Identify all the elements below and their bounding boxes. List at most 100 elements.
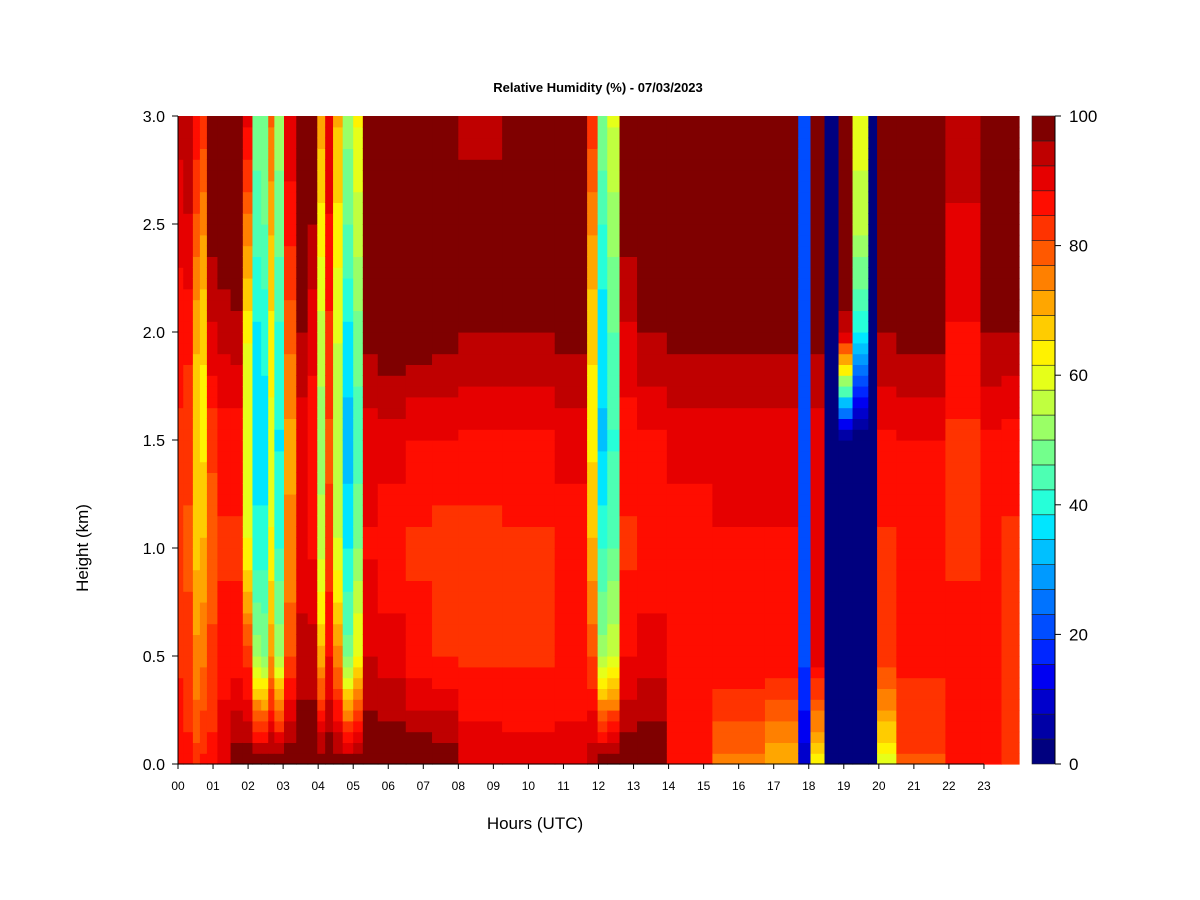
heatmap-cell <box>178 148 184 160</box>
heatmap-cell <box>824 515 840 527</box>
heatmap-cell <box>178 720 184 733</box>
heatmap-cell <box>554 656 588 668</box>
heatmap-cell <box>230 710 244 722</box>
heatmap-cell <box>192 580 201 592</box>
heatmap-cell <box>607 515 621 527</box>
heatmap-cell <box>764 450 799 463</box>
heatmap-cell <box>896 288 947 301</box>
heatmap-cell <box>342 623 354 635</box>
heatmap-cell <box>268 234 275 247</box>
heatmap-cell <box>242 548 254 560</box>
heatmap-cell <box>852 418 869 430</box>
heatmap-cell <box>178 710 184 722</box>
heatmap-cell <box>242 720 254 733</box>
heatmap-cell <box>296 548 309 560</box>
heatmap-cell <box>868 224 878 236</box>
heatmap-cell <box>619 731 638 743</box>
heatmap-cell <box>242 116 254 128</box>
heatmap-cell <box>554 386 588 398</box>
heatmap-cell <box>252 515 262 527</box>
heatmap-cell <box>252 353 262 365</box>
heatmap-cell <box>458 753 503 765</box>
heatmap-cell <box>607 137 621 149</box>
heatmap-cell <box>217 396 232 409</box>
heatmap-cell <box>183 548 194 560</box>
heatmap-cell <box>261 634 269 646</box>
heatmap-cell <box>284 602 297 614</box>
heatmap-cell <box>980 666 1003 679</box>
heatmap-cell <box>597 450 608 463</box>
heatmap-cell <box>192 623 201 635</box>
heatmap-cell <box>405 386 433 398</box>
heatmap-cell <box>712 180 766 193</box>
heatmap-cell <box>353 245 364 257</box>
heatmap-cell <box>183 342 194 355</box>
heatmap-cell <box>587 137 599 149</box>
heatmap-cell <box>637 299 668 311</box>
heatmap-cell <box>838 396 854 409</box>
heatmap-cell <box>217 634 232 646</box>
heatmap-cell <box>199 504 208 517</box>
heatmap-cell <box>377 494 407 506</box>
heatmap-cell <box>317 612 326 625</box>
heatmap-cell <box>868 396 878 409</box>
heatmap-cell <box>587 591 599 603</box>
heatmap-cell <box>317 116 326 128</box>
heatmap-cell <box>325 440 334 452</box>
heatmap-cell <box>945 180 982 193</box>
heatmap-cell <box>268 224 275 236</box>
heatmap-cell <box>798 418 812 430</box>
heatmap-cell <box>242 623 254 635</box>
heatmap-cell <box>284 213 297 225</box>
heatmap-cell <box>712 537 766 549</box>
heatmap-cell <box>877 753 897 765</box>
heatmap-cell <box>824 440 840 452</box>
heatmap-cell <box>945 548 982 560</box>
heatmap-cell <box>183 580 194 592</box>
heatmap-cell <box>607 591 621 603</box>
heatmap-cell <box>217 602 232 614</box>
heatmap-cell <box>502 332 556 344</box>
heatmap-cell <box>206 602 219 614</box>
heatmap-cell <box>307 353 318 365</box>
heatmap-cell <box>852 666 869 679</box>
heatmap-cell <box>877 634 897 646</box>
heatmap-cell <box>432 656 459 668</box>
heatmap-cell <box>261 591 269 603</box>
heatmap-cell <box>1001 515 1020 527</box>
heatmap-cell <box>896 699 947 711</box>
heatmap-cell <box>183 591 194 603</box>
heatmap-cell <box>458 202 503 214</box>
heatmap-cell <box>896 602 947 614</box>
heatmap-cell <box>274 224 285 236</box>
heatmap-cell <box>1001 202 1020 214</box>
heatmap-cell <box>838 386 854 398</box>
heatmap-cell <box>317 299 326 311</box>
heatmap-cell <box>353 440 364 452</box>
heatmap-cell <box>877 494 897 506</box>
heatmap-cell <box>502 645 556 657</box>
heatmap-cell <box>261 504 269 517</box>
heatmap-cell <box>362 569 379 581</box>
heatmap-cell <box>764 126 799 139</box>
heatmap-cell <box>554 213 588 225</box>
heatmap-cell <box>712 170 766 182</box>
heatmap-cell <box>342 418 354 430</box>
heatmap-cell <box>666 656 713 668</box>
heatmap-cell <box>597 202 608 214</box>
colorbar-tick-label: 20 <box>1069 625 1088 644</box>
heatmap-cell <box>217 645 232 657</box>
heatmap-cell <box>980 623 1003 635</box>
heatmap-cell <box>342 612 354 625</box>
heatmap-cell <box>597 191 608 203</box>
heatmap-cell <box>798 504 812 517</box>
heatmap-cell <box>242 537 254 549</box>
heatmap-cell <box>252 159 262 171</box>
heatmap-cell <box>284 623 297 635</box>
heatmap-cell <box>554 569 588 581</box>
heatmap-cell <box>810 612 826 625</box>
heatmap-cell <box>377 191 407 203</box>
heatmap-cell <box>838 148 854 160</box>
heatmap-cell <box>192 332 201 344</box>
heatmap-cell <box>206 688 219 700</box>
